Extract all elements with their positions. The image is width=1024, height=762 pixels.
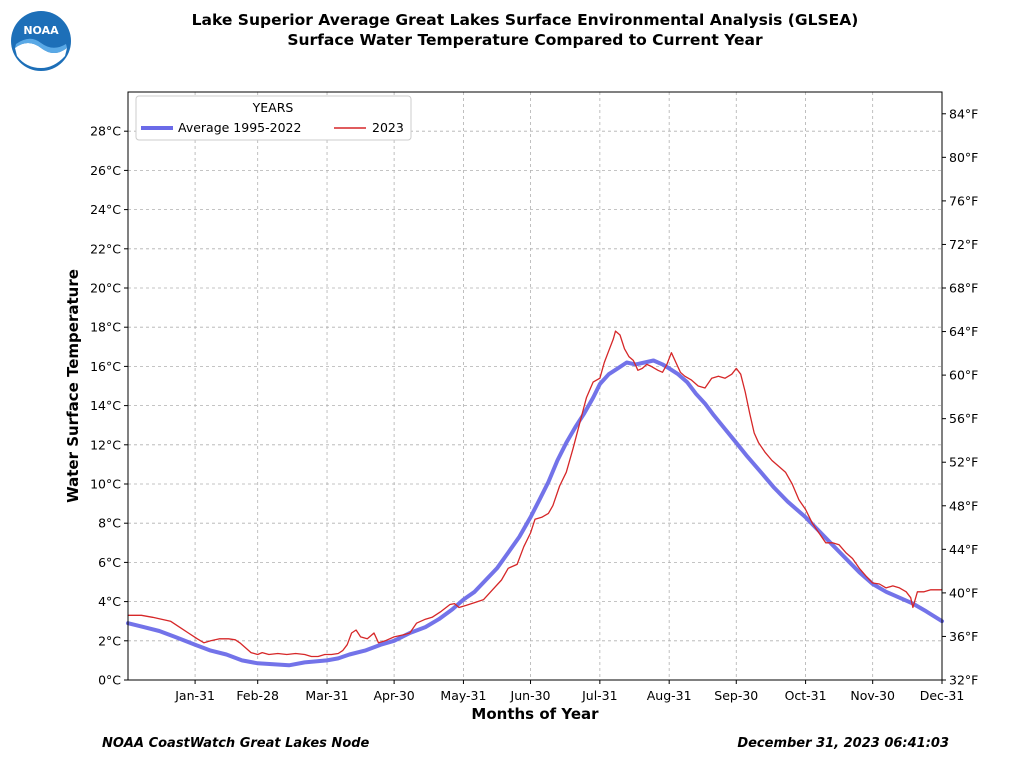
y-right-tick-label: 40°F — [949, 585, 978, 600]
y-tick-label: 0°C — [98, 673, 121, 688]
y-tick-label: 12°C — [90, 437, 121, 452]
x-tick-label: Feb-28 — [236, 688, 279, 703]
x-tick-label: Oct-31 — [785, 688, 827, 703]
plot-frame — [127, 91, 943, 681]
y-right-tick-label: 84°F — [949, 106, 978, 121]
y-right-tick-label: 44°F — [949, 542, 978, 557]
y-right-tick-label: 52°F — [949, 455, 978, 470]
x-tick-label: Jul-31 — [581, 688, 618, 703]
footer-source: NOAA CoastWatch Great Lakes Node — [102, 736, 370, 751]
chart-title: Lake Superior Average Great Lakes Surfac… — [191, 11, 859, 29]
x-tick-label: Dec-31 — [920, 688, 965, 703]
legend-entry-average: Average 1995-2022 — [178, 120, 301, 135]
y-right-tick-label: 72°F — [949, 237, 978, 252]
y-axis-label: Water Surface Temperature — [64, 269, 82, 503]
y-right-tick-label: 36°F — [949, 629, 978, 644]
y-tick-label: 26°C — [90, 163, 121, 178]
chart-subtitle: Surface Water Temperature Compared to Cu… — [287, 31, 763, 49]
legend-entry-2023: 2023 — [372, 120, 404, 135]
x-tick-label: Apr-30 — [373, 688, 414, 703]
y-tick-label: 6°C — [98, 555, 121, 570]
x-tick-label: Mar-31 — [305, 688, 348, 703]
y-tick-label: 20°C — [90, 281, 121, 296]
y-tick-label: 18°C — [90, 320, 121, 335]
footer-timestamp: December 31, 2023 06:41:03 — [737, 736, 949, 751]
y-tick-label: 8°C — [98, 516, 121, 531]
y-right-tick-label: 64°F — [949, 324, 978, 339]
y-tick-label: 16°C — [90, 359, 121, 374]
y-right-tick-label: 80°F — [949, 150, 978, 165]
axis-ticks: Jan-31 Feb-28 Mar-31 Apr-30 May-31 Jun-30 Jul-… — [90, 106, 978, 703]
legend-title: YEARS — [252, 100, 294, 115]
x-tick-label: May-31 — [440, 688, 486, 703]
y-tick-label: 22°C — [90, 241, 121, 256]
y-right-tick-label: 60°F — [949, 368, 978, 383]
x-tick-label: Sep-30 — [714, 688, 758, 703]
y-right-tick-label: 56°F — [949, 411, 978, 426]
noaa-logo: NOAA — [10, 10, 72, 72]
y-right-tick-label: 76°F — [949, 193, 978, 208]
y-right-tick-label: 32°F — [949, 673, 978, 688]
y-right-tick-label: 68°F — [949, 281, 978, 296]
y-right-tick-label: 48°F — [949, 498, 978, 513]
legend: YEARS Average 1995-2022 2023 — [135, 95, 412, 141]
y-tick-label: 4°C — [98, 594, 121, 609]
x-tick-label: Jan-31 — [174, 688, 215, 703]
y-tick-label: 14°C — [90, 398, 121, 413]
x-axis-label: Months of Year — [471, 705, 599, 723]
x-tick-label: Aug-31 — [647, 688, 692, 703]
grid — [128, 92, 943, 681]
y-tick-label: 28°C — [90, 124, 121, 139]
legend-box — [135, 95, 412, 141]
series-line-average — [126, 358, 944, 668]
series-line-2023 — [127, 330, 943, 658]
y-tick-label: 10°C — [90, 477, 121, 492]
logo-text: NOAA — [23, 24, 59, 37]
x-tick-label: Nov-30 — [850, 688, 895, 703]
y-tick-label: 2°C — [98, 633, 121, 648]
x-tick-label: Jun-30 — [510, 688, 551, 703]
y-tick-label: 24°C — [90, 202, 121, 217]
series-layer — [126, 330, 944, 668]
